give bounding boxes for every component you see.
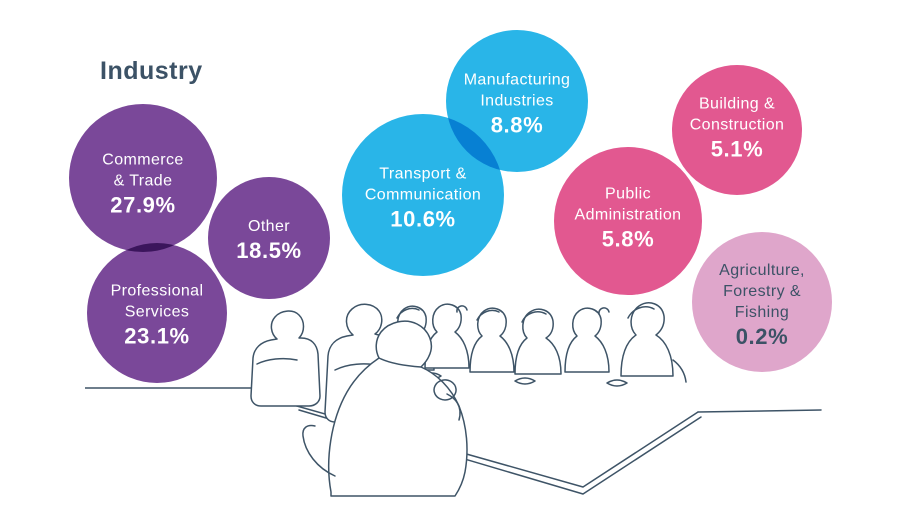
bubble-label-line: Industries <box>480 92 554 110</box>
person-foreground-hand <box>433 379 457 401</box>
bubble-percentage: 5.1% <box>710 136 764 162</box>
table-right-line <box>697 409 822 413</box>
person-far-6-hair <box>627 306 655 319</box>
bubble-percentage: 18.5% <box>236 238 302 263</box>
chart-title: Industry <box>100 57 203 85</box>
bubble-label-line: & Trade <box>113 172 173 190</box>
bubble-percentage: 5.8% <box>601 226 655 252</box>
bubble-label-line: Building & <box>698 95 776 113</box>
bubble-label-public-administration: Public Administration 5.8% <box>575 184 682 253</box>
bubble-label-line: Administration <box>574 206 682 224</box>
person-foreground <box>327 320 468 497</box>
bubble-label-line: Commerce <box>102 151 184 169</box>
bubble-label-line: Communication <box>364 186 482 204</box>
bubble-label-line: Construction <box>689 116 785 134</box>
person-far-3 <box>469 307 515 373</box>
person-far-3-hair <box>476 309 500 321</box>
bubble-label-building-construction: Building & Construction 5.1% <box>690 94 785 163</box>
bubble-public-administration <box>554 147 702 295</box>
person-chair-1-detail <box>256 357 298 365</box>
person-far-4-hair <box>521 311 547 323</box>
person-far-1-hair <box>396 307 420 319</box>
bubble-agriculture-forestry-fishing <box>692 232 832 372</box>
bubble-label-line: Forestry & <box>723 283 801 300</box>
bubble-professional-services <box>87 243 227 383</box>
bubble-label-line: Public <box>605 185 651 203</box>
bubble-commerce-trade <box>69 104 217 252</box>
bubble-percentage: 23.1% <box>124 323 190 349</box>
bubble-label-line: Fishing <box>734 304 790 321</box>
bubble-percentage: 27.9% <box>110 192 176 218</box>
person-far-6-arm <box>672 359 687 383</box>
bubble-label-line: Other <box>247 218 291 235</box>
bubble-label-agriculture-forestry-fishing: Agriculture, Forestry & Fishing 0.2% <box>719 260 805 350</box>
person-foreground-chair-arm <box>302 424 336 477</box>
bubble-manufacturing-industries <box>446 30 588 172</box>
person-far-5 <box>564 307 610 373</box>
person-far-2-bun <box>456 305 468 313</box>
bubble-label-commerce-trade: Commerce & Trade 27.9% <box>102 150 183 219</box>
person-foreground-shoulder <box>378 357 422 368</box>
table-hands-2 <box>514 377 536 385</box>
bubble-percentage: 0.2% <box>735 324 789 349</box>
bubble-label-manufacturing-industries: Manufacturing Industries 8.8% <box>464 70 571 139</box>
person-foreground-arm <box>446 393 461 421</box>
person-far-5-bun <box>598 307 610 315</box>
bubble-other <box>208 177 330 299</box>
bubble-label-line: Transport & <box>379 165 467 183</box>
bubble-label-transport-communication: Transport & Communication 10.6% <box>365 164 481 233</box>
table-hands-3 <box>606 379 628 387</box>
person-far-6 <box>620 302 674 377</box>
person-far-2 <box>424 303 470 369</box>
bubble-label-line: Agriculture, <box>719 262 805 279</box>
bubble-percentage: 10.6% <box>390 206 456 232</box>
bubble-label-line: Professional <box>110 282 204 300</box>
meeting-line-art-illustration <box>85 302 822 497</box>
bubble-building-construction <box>672 65 802 195</box>
bubble-label-line: Manufacturing <box>463 71 571 89</box>
bubble-label-line: Services <box>124 303 190 321</box>
bubble-label-other: Other 18.5% <box>236 216 301 264</box>
bubble-label-professional-services: Professional Services 23.1% <box>111 281 204 350</box>
person-far-4 <box>514 308 562 375</box>
bubble-percentage: 8.8% <box>490 112 544 138</box>
